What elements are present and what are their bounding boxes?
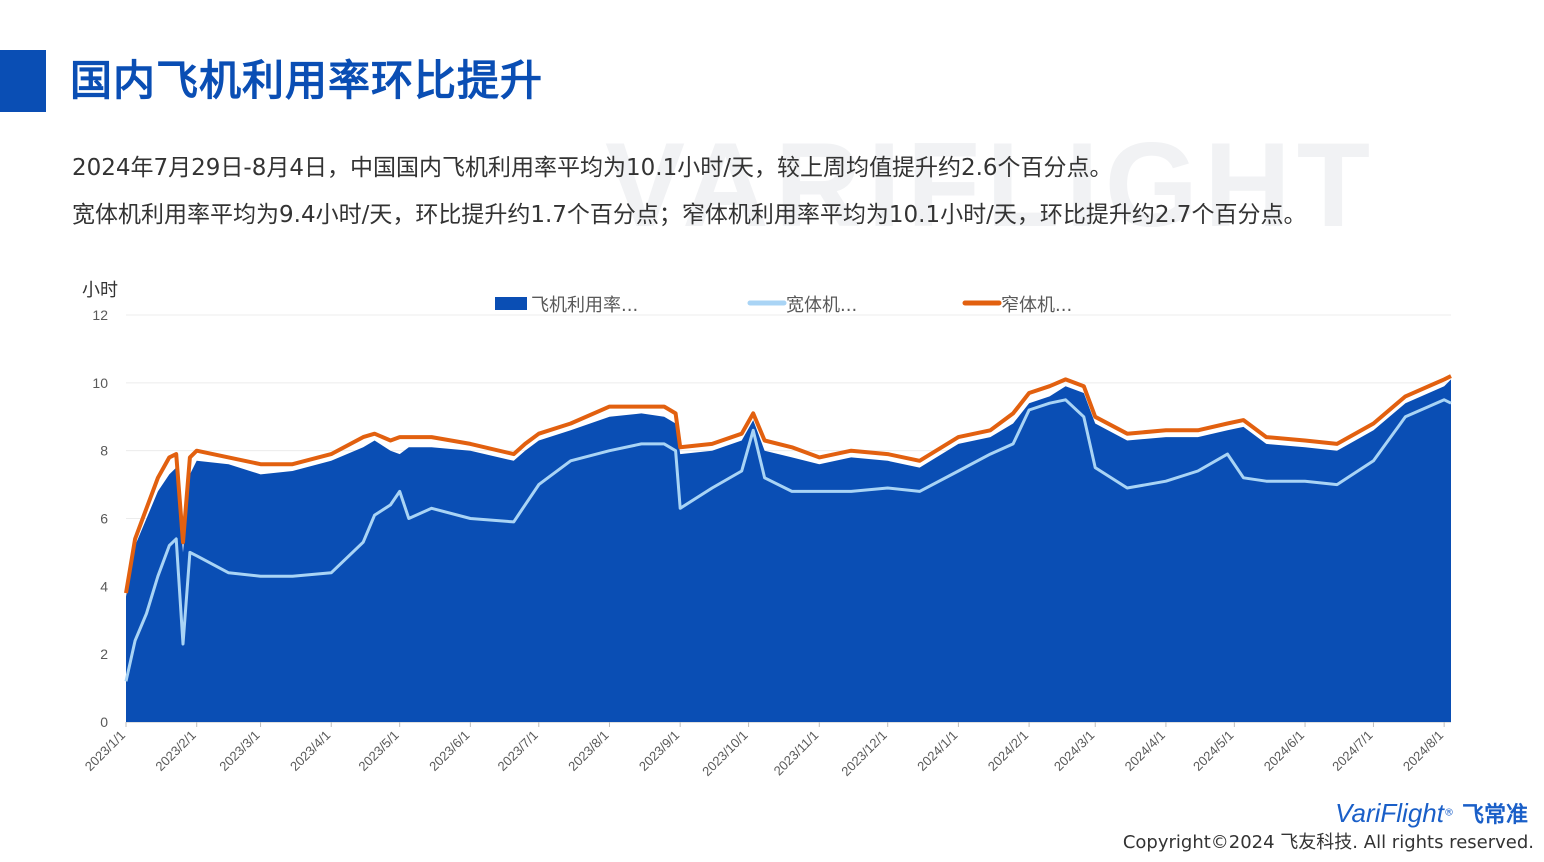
x-tick-label: 2023/8/1	[565, 728, 611, 774]
x-tick-label: 2023/5/1	[355, 728, 401, 774]
series-line-3	[124, 374, 1452, 594]
utilization-chart: 0 2 4 6 8 10 12 小时 2023/1/1 2023/2/1 2023/3/1 2023/…	[0, 270, 1544, 800]
x-tick-label: 2024/5/1	[1190, 728, 1236, 774]
y-tick-label: 10	[92, 375, 108, 391]
watermark-logo-text: VARIFLIGHT	[605, 118, 1377, 252]
x-tick-label: 2023/1/1	[82, 728, 128, 774]
legend-label: 飞机利用率...	[531, 295, 638, 316]
series-area-1	[126, 379, 1451, 722]
legend-label: 窄体机...	[1001, 295, 1072, 316]
x-tick-label: 2024/8/1	[1400, 728, 1446, 774]
brand-name-en: VariFlight	[1335, 798, 1444, 828]
y-tick-label: 8	[100, 443, 108, 459]
x-tick-label: 2024/6/1	[1261, 728, 1307, 774]
description-line-1: 2024年7月29日-8月4日，中国国内飞机利用率平均为10.1小时/天，较上周…	[72, 155, 1113, 181]
x-tick-label: 2024/7/1	[1329, 728, 1375, 774]
x-tick-label: 2023/10/1	[699, 728, 751, 780]
series-line-2	[124, 398, 1452, 682]
x-tick-label: 2023/9/1	[636, 728, 682, 774]
y-tick-label: 4	[100, 578, 108, 594]
y-tick-label: 0	[100, 714, 108, 730]
chart-svg: 0 2 4 6 8 10 12 小时 2023/1/1 2023/2/1 2023/3/1 2023/…	[82, 280, 1452, 780]
x-tick-label: 2024/1/1	[914, 728, 960, 774]
x-tick-label: 2024/4/1	[1122, 728, 1168, 774]
y-axis-label: 小时	[82, 280, 118, 301]
x-tick-label: 2024/3/1	[1051, 728, 1097, 774]
brand-registered-mark: ®	[1443, 807, 1454, 819]
y-tick-label: 6	[100, 511, 108, 527]
brand-logo: VariFlight® 飞常准	[1335, 796, 1528, 834]
x-tick-label: 2023/3/1	[216, 728, 262, 774]
page-title: 国内飞机利用率环比提升	[70, 56, 544, 105]
x-tick-label: 2023/12/1	[838, 728, 890, 780]
legend-swatch-area	[495, 297, 527, 310]
brand-name-cn: 飞常准	[1461, 803, 1528, 828]
x-tick-label: 2023/11/1	[771, 728, 822, 779]
y-tick-label: 12	[92, 307, 108, 323]
x-tick-label: 2024/2/1	[985, 728, 1031, 774]
description-line-2: 宽体机利用率平均为9.4小时/天，环比提升约1.7个百分点；窄体机利用率平均为1…	[72, 202, 1307, 228]
x-tick-label: 2023/6/1	[426, 728, 472, 774]
x-tick-label: 2023/7/1	[495, 728, 541, 774]
x-tick-label: 2023/2/1	[152, 728, 198, 774]
legend-label: 宽体机...	[786, 295, 857, 316]
y-tick-label: 2	[100, 646, 108, 662]
x-tick-label: 2023/4/1	[287, 728, 333, 774]
copyright-text: Copyright©2024 飞友科技. All rights reserved…	[1122, 832, 1534, 853]
title-accent-bar	[0, 50, 46, 112]
